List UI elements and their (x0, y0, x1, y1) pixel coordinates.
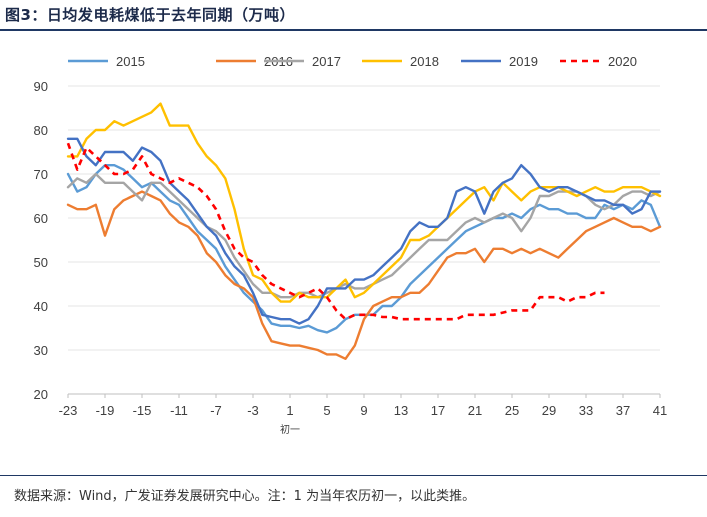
x-tick-label: 33 (579, 403, 593, 418)
x-tick-label: 21 (468, 403, 482, 418)
y-tick-label: 70 (34, 167, 48, 182)
line-chart: 20 30 40 50 60 70 80 90 -23 -19 -15 -11 -7 -3 1 5 9 13 17… (34, 54, 668, 436)
x-tick-label: 13 (394, 403, 408, 418)
x-tick-label: 41 (653, 403, 667, 418)
series-line-2017 (66, 172, 662, 299)
x-tick-label: 17 (431, 403, 445, 418)
legend-label-2019: 2019 (509, 54, 538, 69)
legend-label-2018: 2018 (410, 54, 439, 69)
y-gridlines (68, 85, 660, 395)
series-line-2019 (66, 137, 662, 325)
series-line-2018 (66, 102, 662, 303)
y-tick-labels: 20 30 40 50 60 70 80 90 (34, 79, 48, 402)
axes (67, 393, 661, 398)
y-tick-label: 50 (34, 255, 48, 270)
annotations: 初一 (280, 423, 300, 436)
legend-label-2017: 2017 (312, 54, 341, 69)
x-tick-label: 25 (505, 403, 519, 418)
series-line-2020 (66, 142, 605, 321)
legend-label-2015: 2015 (116, 54, 145, 69)
lunar-new-year-annotation: 初一 (280, 423, 300, 436)
series-line-2016 (66, 190, 662, 360)
x-tick-label: 9 (360, 403, 367, 418)
legend-label-2020: 2020 (608, 54, 637, 69)
series-line-2015 (66, 164, 662, 334)
x-tick-labels: -23 -19 -15 -11 -7 -3 1 5 9 13 17 21 25 29 33 37 41 (59, 403, 668, 418)
y-tick-label: 20 (34, 387, 48, 402)
series-lines (66, 102, 662, 360)
y-tick-label: 90 (34, 79, 48, 94)
x-tick-label: 1 (286, 403, 293, 418)
y-tick-label: 60 (34, 211, 48, 226)
chart-title: 图3：日均发电耗煤低于去年同期（万吨） (5, 6, 295, 24)
legend: 2015 2016 2017 2018 2019 2020 (68, 54, 637, 69)
x-tick-label: -15 (133, 403, 152, 418)
x-tick-label: 37 (616, 403, 630, 418)
x-tick-label: -19 (96, 403, 115, 418)
x-tick-label: 29 (542, 403, 556, 418)
x-tick-label: -11 (170, 403, 188, 418)
x-tick-label: -3 (247, 403, 259, 418)
y-tick-label: 30 (34, 343, 48, 358)
x-tick-label: -23 (59, 403, 78, 418)
x-tick-label: -7 (210, 403, 222, 418)
x-tick-label: 5 (323, 403, 330, 418)
y-tick-label: 80 (34, 123, 48, 138)
source-note: 数据来源：Wind，广发证券发展研究中心。注：1 为当年农历初一，以此类推。 (14, 489, 476, 504)
title-divider (0, 29, 707, 31)
footer-divider (0, 475, 707, 476)
y-tick-label: 40 (34, 299, 48, 314)
